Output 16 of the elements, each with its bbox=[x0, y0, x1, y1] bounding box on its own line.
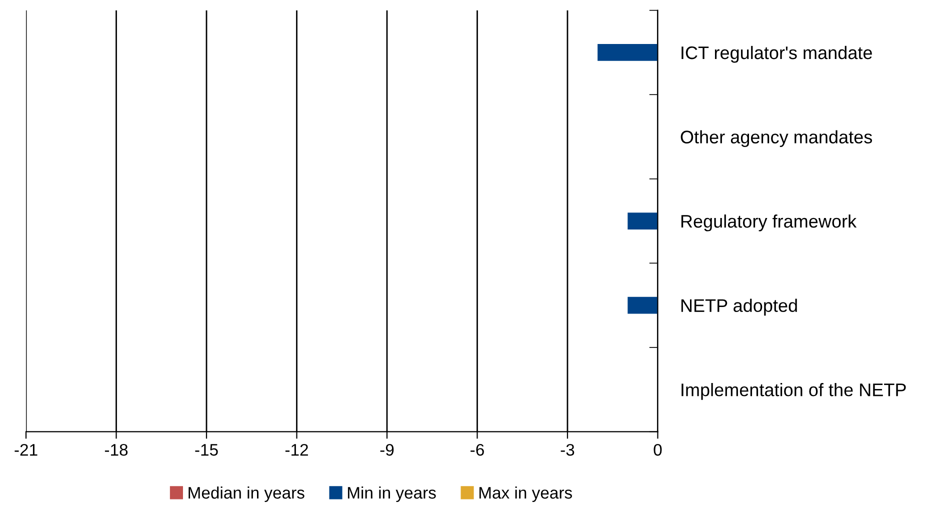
y-tick-label: NETP adopted bbox=[681, 298, 797, 316]
y-tick-label: Implementation of the NETP bbox=[682, 383, 906, 400]
legend-label: Min in years bbox=[348, 486, 436, 502]
x-tick-label: -18 bbox=[104, 444, 128, 456]
x-tick-label: 0 bbox=[654, 444, 662, 456]
y-tick-label: Regulatory framework bbox=[681, 214, 857, 232]
x-tick-label: -9 bbox=[380, 444, 394, 456]
x-tick-label: -21 bbox=[14, 444, 38, 456]
x-tick-label: -6 bbox=[470, 444, 484, 456]
x-tick-label: -15 bbox=[195, 444, 218, 456]
x-tick-label: -3 bbox=[560, 444, 574, 456]
legend-label: Median in years bbox=[188, 486, 304, 502]
x-tick-label: -12 bbox=[285, 444, 308, 456]
y-tick-label: Other agency mandates bbox=[680, 130, 872, 148]
legend-label: Max in years bbox=[479, 486, 572, 502]
y-tick-label: ICT regulator's mandate bbox=[682, 46, 872, 63]
